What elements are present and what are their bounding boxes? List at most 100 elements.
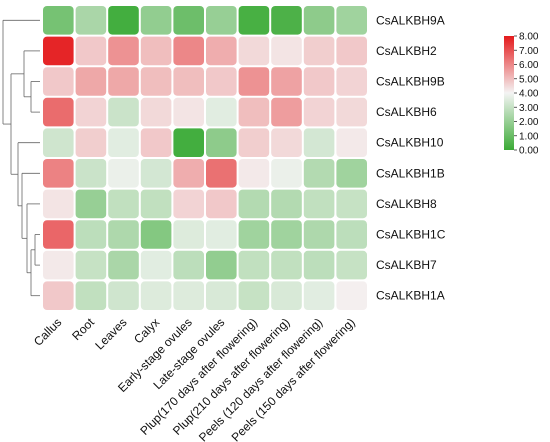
heatmap-cell bbox=[108, 36, 139, 66]
heatmap-cell bbox=[303, 6, 335, 35]
heatmap-cell bbox=[271, 159, 302, 188]
heatmap-cell bbox=[206, 159, 237, 188]
heatmap-cell bbox=[140, 6, 172, 35]
heatmap-cell bbox=[43, 97, 74, 127]
heatmap-cell bbox=[108, 67, 139, 96]
heatmap-cell bbox=[303, 220, 335, 249]
row-label: CsALKBH9A bbox=[376, 13, 445, 27]
heatmap-cell bbox=[75, 67, 107, 96]
heatmap-cell bbox=[140, 189, 172, 219]
row-labels: CsALKBH9A CsALKBH2 CsALKBH9B CsALKBH6 CsALKB… bbox=[376, 13, 446, 302]
legend-tick-label: 6.00 bbox=[519, 60, 539, 71]
heatmap-cell bbox=[336, 281, 367, 310]
row-label: CsALKBH6 bbox=[376, 105, 437, 119]
legend-colorbar bbox=[504, 36, 514, 150]
heatmap-cell bbox=[336, 189, 367, 219]
heatmap-cell bbox=[238, 67, 270, 96]
legend-tick-label: 2.00 bbox=[519, 117, 539, 128]
heatmap-cell bbox=[271, 281, 302, 310]
heatmap-cell bbox=[173, 36, 204, 66]
legend-tick-label: 3.00 bbox=[519, 103, 539, 114]
heatmap-cell bbox=[238, 128, 270, 157]
heatmap-cell bbox=[271, 36, 302, 66]
column-label: Leaves bbox=[92, 315, 129, 352]
heatmap-cell bbox=[173, 159, 204, 188]
heatmap-cell bbox=[140, 97, 172, 127]
row-label: CsALKBH8 bbox=[376, 197, 437, 211]
heatmap-cell bbox=[271, 67, 302, 96]
heatmap-cell bbox=[336, 220, 367, 249]
row-label: CsALKBH10 bbox=[376, 136, 444, 150]
heatmap-cell bbox=[206, 250, 237, 280]
heatmap-cell bbox=[336, 6, 367, 35]
heatmap-cell bbox=[43, 250, 74, 280]
heatmap-cell bbox=[336, 159, 367, 188]
row-label: CsALKBH1A bbox=[376, 289, 445, 303]
heatmap-cell bbox=[336, 36, 367, 66]
heatmap-cell bbox=[303, 97, 335, 127]
heatmap-cell bbox=[75, 250, 107, 280]
heatmap-cell bbox=[271, 250, 302, 280]
heatmap-cell bbox=[43, 220, 74, 249]
heatmap-cell bbox=[43, 159, 74, 188]
heatmap-cell bbox=[173, 97, 204, 127]
heatmap-cell bbox=[173, 250, 204, 280]
legend-tick-label: 8.00 bbox=[519, 32, 539, 43]
heatmap-cell bbox=[75, 36, 107, 66]
heatmap-cell bbox=[140, 281, 172, 310]
heatmap-cell bbox=[173, 189, 204, 219]
heatmap-cell bbox=[271, 97, 302, 127]
heatmap-cell bbox=[206, 6, 237, 35]
heatmap-cell bbox=[108, 250, 139, 280]
heatmap-cell bbox=[75, 128, 107, 157]
heatmap-cell bbox=[75, 6, 107, 35]
heatmap-cell bbox=[173, 67, 204, 96]
heatmap-cell bbox=[303, 189, 335, 219]
heatmap-cell bbox=[108, 128, 139, 157]
heatmap-cell bbox=[206, 281, 237, 310]
heatmap-cell bbox=[43, 6, 74, 35]
heatmap-cell bbox=[75, 189, 107, 219]
legend-ticks: 0.00 1.00 2.00 3.00 4.00 5.00 6.00 7.00 8.00 bbox=[514, 32, 539, 157]
heatmap-cell bbox=[43, 281, 74, 310]
heatmap-cell bbox=[108, 189, 139, 219]
heatmap-cell bbox=[271, 128, 302, 157]
heatmap-cell bbox=[140, 36, 172, 66]
heatmap-cell bbox=[238, 250, 270, 280]
color-legend: 0.00 1.00 2.00 3.00 4.00 5.00 6.00 7.00 8.00 bbox=[504, 32, 539, 157]
heatmap-cell bbox=[206, 97, 237, 127]
heatmap-cell bbox=[336, 67, 367, 96]
heatmap-cell bbox=[271, 220, 302, 249]
row-label: CsALKBH7 bbox=[376, 258, 437, 272]
heatmap-cell bbox=[206, 36, 237, 66]
heatmap-cell bbox=[43, 189, 74, 219]
heatmap-cell bbox=[303, 36, 335, 66]
heatmap-cell bbox=[238, 36, 270, 66]
heatmap-cell bbox=[271, 6, 302, 35]
row-dendrogram bbox=[2, 19, 40, 297]
column-label: Callus bbox=[31, 315, 64, 348]
heatmap-cell bbox=[173, 128, 204, 157]
legend-tick-label: 1.00 bbox=[519, 131, 539, 142]
row-label: CsALKBH9B bbox=[376, 75, 445, 89]
heatmap-cell bbox=[75, 220, 107, 249]
legend-tick-label: 5.00 bbox=[519, 74, 539, 85]
heatmap-cell bbox=[336, 250, 367, 280]
legend-tick-label: 0.00 bbox=[519, 146, 539, 157]
heatmap-cell bbox=[303, 159, 335, 188]
heatmap-cell bbox=[43, 67, 74, 96]
heatmap-cell bbox=[108, 159, 139, 188]
heatmap-cell bbox=[43, 128, 74, 157]
heatmap-cell bbox=[206, 220, 237, 249]
heatmap-cell bbox=[238, 6, 270, 35]
heatmap-cell bbox=[173, 281, 204, 310]
heatmap-cell bbox=[140, 67, 172, 96]
heatmap-cell bbox=[173, 220, 204, 249]
heatmap-cell bbox=[108, 281, 139, 310]
heatmap-cell bbox=[238, 281, 270, 310]
heatmap-cell bbox=[303, 250, 335, 280]
heatmap-cell bbox=[238, 220, 270, 249]
heatmap-cell bbox=[173, 6, 204, 35]
legend-tick-label: 7.00 bbox=[519, 46, 539, 57]
